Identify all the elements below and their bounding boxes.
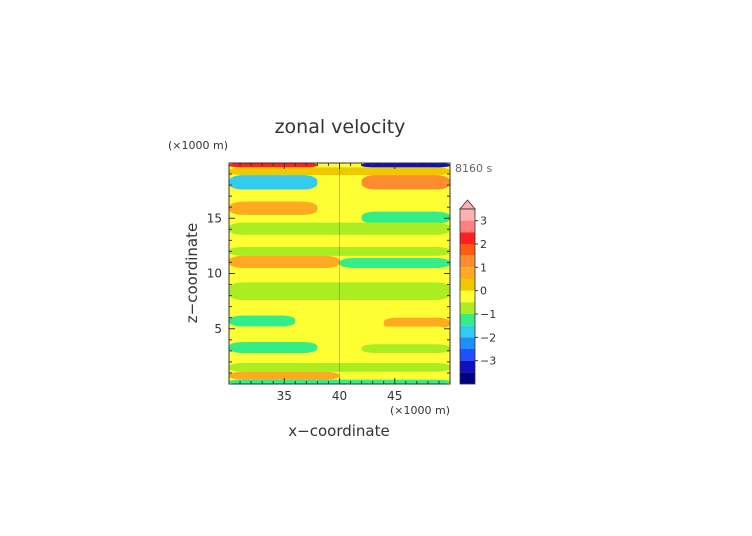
colorbar-cell [460, 290, 475, 303]
contour-band-16 [229, 300, 450, 316]
colorbar-cell [460, 232, 475, 244]
colorbar-tick-label: −1 [480, 308, 496, 321]
x-tick-label: 45 [387, 389, 402, 403]
axes: 35 40 45 5 10 15 [207, 162, 451, 403]
x-tick-label: 40 [332, 389, 347, 403]
x-axis-label: x−coordinate [288, 422, 389, 440]
x-tick-label: 35 [277, 389, 292, 403]
contour-band-5 [361, 175, 450, 190]
y-axis-label: z−coordinate [183, 223, 201, 323]
colorbar-tick-label: 0 [480, 285, 487, 298]
colorbar-cell [460, 255, 475, 268]
colorbar-cell [460, 279, 475, 291]
contour-band-13 [339, 258, 450, 268]
contour-band-4 [229, 175, 318, 190]
plot-area [229, 163, 450, 384]
colorbar-frame [459, 208, 476, 385]
y-tick-label: 5 [214, 322, 222, 336]
z-unit-label: (×1000 m) [168, 139, 228, 152]
contour-band-19 [229, 326, 450, 343]
colorbar-cell [460, 267, 475, 279]
colorbar-tick-label: 1 [480, 261, 487, 274]
colorbar: 3 2 1 0 −1 −2 −3 [459, 199, 496, 385]
colorbar-cell [460, 349, 475, 361]
colorbar-cell [460, 244, 475, 256]
contour-band-14 [229, 267, 450, 283]
contour-band-3 [229, 167, 450, 176]
contour-band-25 [339, 371, 450, 380]
contour-band-11 [229, 246, 450, 256]
contour-band-20 [229, 342, 318, 354]
chart-title: zonal velocity [275, 116, 406, 138]
contour-band-8 [361, 211, 450, 224]
colorbar-cell [460, 360, 475, 373]
contour-band-6 [229, 189, 450, 202]
colorbar-cell [460, 209, 475, 221]
contour-band-7 [229, 201, 318, 215]
colorbar-cell [460, 337, 475, 349]
contour-band-23 [229, 363, 450, 372]
x-unit-label: (×1000 m) [390, 404, 450, 417]
colorbar-cell [460, 220, 475, 233]
colorbar-cell [460, 314, 475, 326]
contour-band-21 [361, 344, 450, 354]
contour-band-9 [229, 222, 450, 235]
contour-band-24 [229, 371, 340, 380]
colorbar-cell [460, 325, 475, 338]
contour-band-22 [229, 353, 450, 364]
contour-band-17 [229, 315, 296, 327]
colorbar-cell [460, 302, 475, 314]
contour-band-18 [383, 317, 450, 329]
contour-band-15 [229, 282, 450, 301]
colorbar-cell [460, 372, 475, 384]
colorbar-tick-label: −2 [480, 331, 496, 344]
contour-band-12 [229, 255, 340, 268]
y-tick-label: 15 [207, 211, 222, 225]
time-label: 8160 s [455, 162, 492, 175]
contour-band-10 [229, 234, 450, 247]
colorbar-tick-label: −3 [480, 355, 496, 368]
y-tick-label: 10 [207, 267, 222, 281]
colorbar-tick-label: 3 [480, 215, 487, 228]
colorbar-tick-label: 2 [480, 238, 487, 251]
colorbar-extend-arrow [459, 199, 476, 210]
